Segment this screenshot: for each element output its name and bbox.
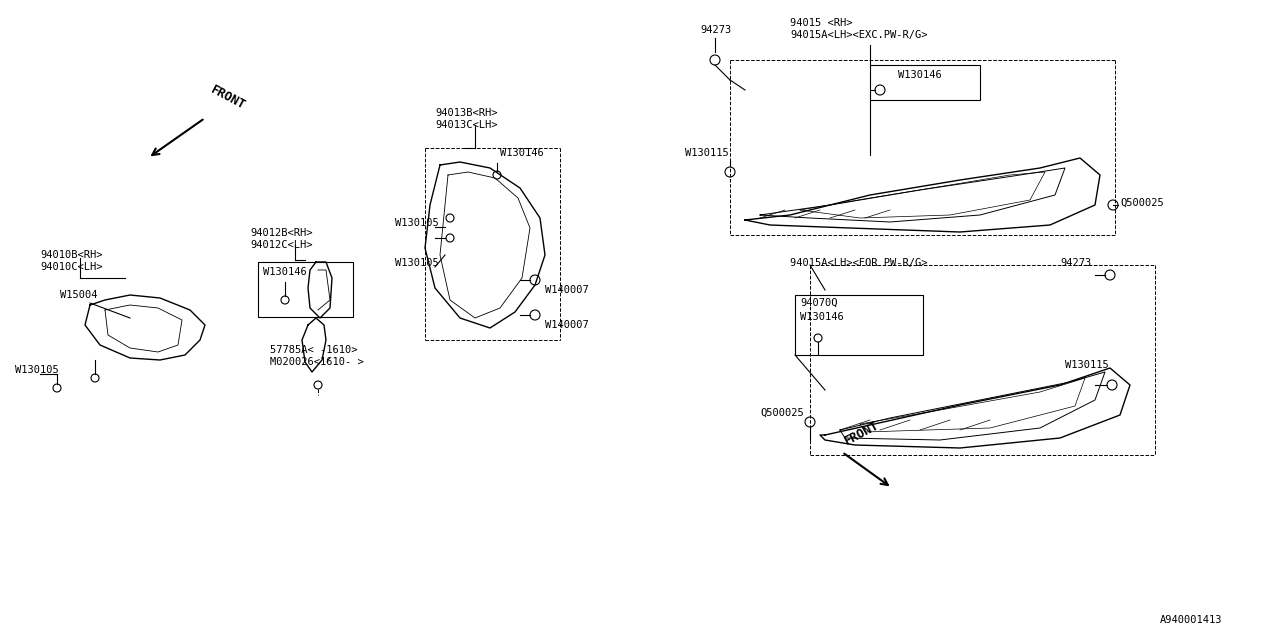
- Text: 94013B<RH>: 94013B<RH>: [435, 108, 498, 118]
- Text: 94015 <RH>: 94015 <RH>: [790, 18, 852, 28]
- Bar: [259, 262, 353, 317]
- Text: Q500025: Q500025: [760, 408, 804, 418]
- Text: 94015A<LH><EXC.PW-R/G>: 94015A<LH><EXC.PW-R/G>: [790, 30, 928, 40]
- Text: 94273: 94273: [700, 25, 731, 35]
- Text: W130105: W130105: [15, 365, 59, 375]
- Text: FRONT: FRONT: [207, 83, 247, 112]
- Text: 57785A< -1610>: 57785A< -1610>: [270, 345, 357, 355]
- Bar: [795, 295, 923, 355]
- Text: W130105: W130105: [396, 258, 439, 268]
- Text: 94012C<LH>: 94012C<LH>: [250, 240, 312, 250]
- Bar: [870, 65, 980, 100]
- Text: W140007: W140007: [545, 320, 589, 330]
- Text: W130115: W130115: [685, 148, 728, 158]
- Text: 94070Q: 94070Q: [800, 298, 837, 308]
- Text: A940001413: A940001413: [1160, 615, 1222, 625]
- Text: W140007: W140007: [545, 285, 589, 295]
- Text: 94013C<LH>: 94013C<LH>: [435, 120, 498, 130]
- Text: W130146: W130146: [500, 148, 544, 158]
- Text: W15004: W15004: [60, 290, 97, 300]
- Text: W130146: W130146: [800, 312, 844, 322]
- Text: 94010B<RH>: 94010B<RH>: [40, 250, 102, 260]
- Text: 94273: 94273: [1060, 258, 1092, 268]
- Text: Q500025: Q500025: [1120, 198, 1164, 208]
- Text: W130115: W130115: [1065, 360, 1108, 370]
- Text: 94015A<LH><FOR PW-R/G>: 94015A<LH><FOR PW-R/G>: [790, 258, 928, 268]
- Text: W130146: W130146: [262, 267, 307, 277]
- Text: 94010C<LH>: 94010C<LH>: [40, 262, 102, 272]
- Text: 94012B<RH>: 94012B<RH>: [250, 228, 312, 238]
- Text: M020026<1610- >: M020026<1610- >: [270, 357, 364, 367]
- Text: W130105: W130105: [396, 218, 439, 228]
- Text: W130146: W130146: [899, 70, 942, 80]
- Text: FRONT: FRONT: [842, 419, 881, 448]
